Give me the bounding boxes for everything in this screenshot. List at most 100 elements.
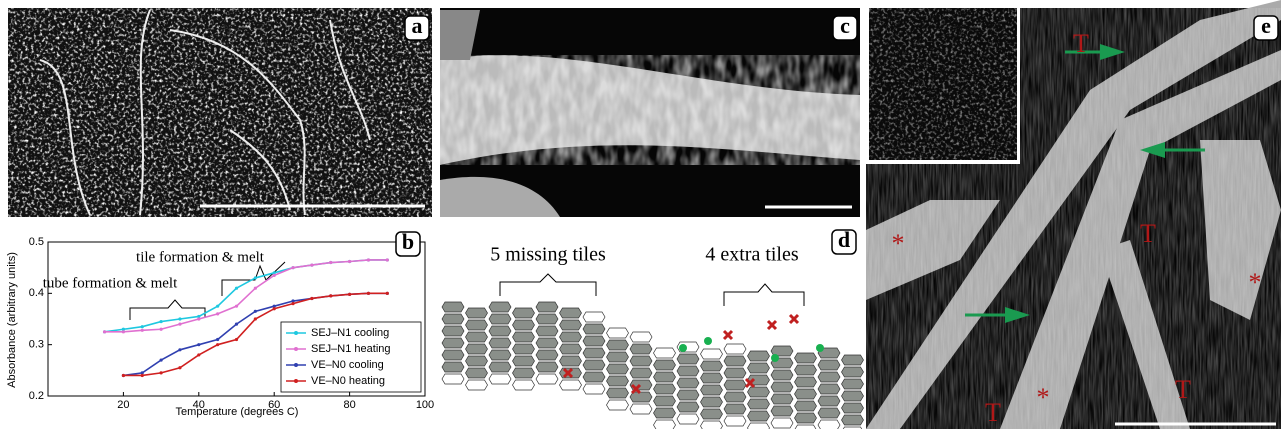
point xyxy=(197,353,200,356)
tile xyxy=(513,308,535,318)
tile xyxy=(701,349,723,359)
series-line xyxy=(105,260,388,332)
tile xyxy=(489,302,511,312)
tile xyxy=(607,352,629,362)
point xyxy=(235,287,238,290)
tile xyxy=(513,380,535,390)
tile xyxy=(654,384,676,394)
point xyxy=(310,264,313,267)
tile xyxy=(771,394,793,404)
tile xyxy=(536,362,558,372)
x-tick-label: 100 xyxy=(416,399,434,411)
tile xyxy=(818,372,840,382)
point xyxy=(254,310,257,313)
y-tick-label: 0.5 xyxy=(29,236,44,248)
tile xyxy=(630,368,652,378)
x-tick-label: 20 xyxy=(117,399,129,411)
tile xyxy=(536,350,558,360)
tile xyxy=(466,332,488,342)
legend-label: VE–N0 heating xyxy=(311,375,385,387)
tile xyxy=(654,372,676,382)
tile xyxy=(795,401,817,411)
bracket xyxy=(724,284,804,306)
point xyxy=(141,374,144,377)
tile xyxy=(701,397,723,407)
tile xyxy=(560,344,582,354)
y-axis-label: Absorbance (arbitrary units) xyxy=(6,252,18,388)
tile xyxy=(466,308,488,318)
tile xyxy=(748,411,770,421)
tile xyxy=(607,328,629,338)
tile xyxy=(583,360,605,370)
tile xyxy=(724,416,746,426)
tile xyxy=(607,400,629,410)
tile xyxy=(583,324,605,334)
tile xyxy=(466,344,488,354)
micrograph-label: T xyxy=(1140,219,1156,248)
point xyxy=(254,276,257,279)
tile xyxy=(466,368,488,378)
tile xyxy=(795,413,817,423)
tile xyxy=(701,385,723,395)
tile xyxy=(560,380,582,390)
tile xyxy=(771,382,793,392)
tile xyxy=(583,384,605,394)
y-tick-label: 0.3 xyxy=(29,339,44,351)
figure: 5 missing tiles 4 extra tiles xyxy=(0,0,1281,429)
tile xyxy=(489,374,511,384)
legend-marker xyxy=(294,379,298,383)
point xyxy=(122,330,125,333)
tile xyxy=(771,370,793,380)
point xyxy=(348,260,351,263)
point xyxy=(235,338,238,341)
tile xyxy=(818,360,840,370)
point xyxy=(160,358,163,361)
tile xyxy=(724,356,746,366)
tile xyxy=(630,332,652,342)
tile xyxy=(842,355,864,365)
tile xyxy=(818,420,840,429)
point xyxy=(160,328,163,331)
x-tick-label: 40 xyxy=(193,399,205,411)
diagram-label: 5 missing tiles xyxy=(490,244,606,266)
tile xyxy=(630,356,652,366)
point xyxy=(386,292,389,295)
point xyxy=(235,305,238,308)
tile xyxy=(583,348,605,358)
point xyxy=(178,323,181,326)
point xyxy=(273,307,276,310)
point xyxy=(386,258,389,261)
point xyxy=(103,330,106,333)
point xyxy=(367,292,370,295)
series-line xyxy=(105,260,388,332)
tile xyxy=(466,380,488,390)
tile xyxy=(701,409,723,419)
tile xyxy=(818,396,840,406)
panel-d xyxy=(442,302,864,429)
tile xyxy=(654,420,676,429)
tile xyxy=(795,425,817,429)
point xyxy=(291,302,294,305)
tile xyxy=(748,363,770,373)
x-tick-label: 80 xyxy=(343,399,355,411)
tile xyxy=(724,344,746,354)
tile xyxy=(513,356,535,366)
tile xyxy=(654,348,676,358)
panel-label: c xyxy=(840,13,850,38)
tile xyxy=(677,366,699,376)
tile xyxy=(771,418,793,428)
point xyxy=(178,366,181,369)
tile xyxy=(795,377,817,387)
legend-label: SEJ–N1 cooling xyxy=(311,327,389,339)
panel-a xyxy=(8,8,432,217)
tile xyxy=(795,353,817,363)
tile xyxy=(583,312,605,322)
tile xyxy=(489,314,511,324)
point xyxy=(197,343,200,346)
panel-c xyxy=(440,8,860,217)
tile xyxy=(701,373,723,383)
micrograph-label: T xyxy=(1175,375,1191,404)
tile xyxy=(513,332,535,342)
tile xyxy=(842,403,864,413)
tile xyxy=(842,367,864,377)
